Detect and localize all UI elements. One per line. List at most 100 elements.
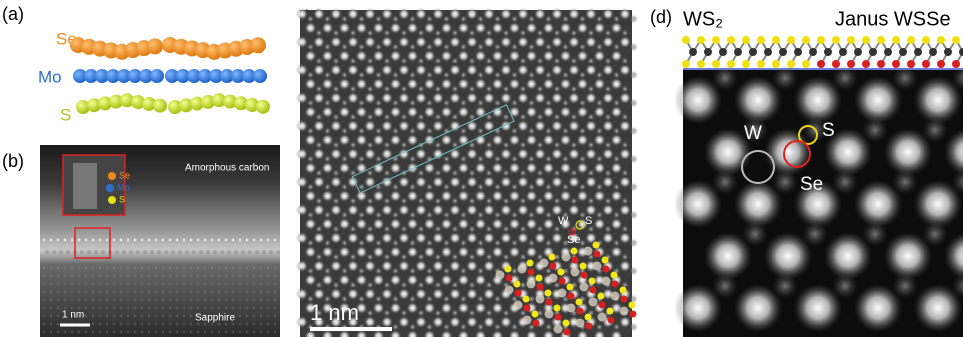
atom-spot <box>561 99 570 107</box>
atom-spot <box>519 85 527 93</box>
atom-spot <box>621 141 629 149</box>
atom-spot <box>570 113 578 121</box>
atom-w <box>526 279 536 289</box>
atom-spot <box>275 249 281 255</box>
atom-spot <box>468 29 476 37</box>
atom-spot <box>544 267 553 275</box>
atom-spot <box>578 211 587 219</box>
atom-spot <box>457 50 470 62</box>
atom-spot <box>449 148 461 160</box>
atom-se <box>558 277 566 285</box>
atom-spot <box>357 43 366 51</box>
atom-spot <box>476 183 485 191</box>
atom-spot <box>536 225 544 233</box>
atom-spot <box>542 330 555 337</box>
atom-spot <box>417 113 425 121</box>
atom-spot <box>406 190 419 202</box>
atom-spot <box>576 78 589 90</box>
atom-s <box>742 36 750 44</box>
atom-spot <box>323 15 332 23</box>
atom-spot <box>525 162 538 174</box>
atom-spot <box>56 306 60 310</box>
atom-spot <box>519 309 527 317</box>
atom-spot <box>389 274 402 286</box>
atom-spot <box>398 148 410 160</box>
atom-spot <box>296 316 308 328</box>
atom-spot <box>49 282 53 286</box>
atom-spot <box>884 128 932 176</box>
atom-spot <box>542 22 555 34</box>
atom-spot <box>98 298 102 302</box>
atom-spot <box>553 169 561 177</box>
atom-spot <box>434 169 442 177</box>
atom-spot <box>612 43 621 51</box>
atom-spot <box>182 274 186 278</box>
atom-spot <box>259 290 263 294</box>
atom-spot <box>252 266 256 270</box>
atom-spot <box>340 239 349 247</box>
atom-spot <box>245 314 249 318</box>
atom-spot <box>612 71 621 79</box>
atom-bottom <box>772 60 780 68</box>
atom-spot <box>525 218 538 230</box>
atom-spot <box>98 314 102 318</box>
atom-spot <box>266 330 270 334</box>
atom-spot <box>355 218 368 230</box>
atom-spot <box>296 288 308 300</box>
atom-spot <box>449 8 461 20</box>
atom-spot <box>400 141 408 149</box>
atom-spot <box>510 43 519 51</box>
atom-spot <box>77 298 81 302</box>
atom-spot <box>468 169 476 177</box>
atom-spot <box>553 113 561 121</box>
atom-w <box>704 48 712 56</box>
atom-spot <box>459 43 468 51</box>
atom-spot <box>922 117 948 143</box>
atom-spot <box>534 64 546 76</box>
atom-spot <box>105 298 109 302</box>
atom-spot <box>451 281 459 289</box>
atom-spot <box>568 8 580 20</box>
atom-mo <box>231 69 245 83</box>
atom-spot <box>485 85 493 93</box>
atom-spot <box>273 306 277 310</box>
atom-spot <box>383 169 391 177</box>
atom-spot <box>338 22 351 34</box>
panel-label: (b) <box>2 151 24 171</box>
atom-spot <box>383 281 391 289</box>
atom-spot <box>238 314 242 318</box>
atom-spot <box>147 274 151 278</box>
atom-spot <box>203 290 207 294</box>
atom-spot <box>476 155 485 163</box>
atom-spot <box>449 232 461 244</box>
atom-spot <box>203 322 207 326</box>
atom-spot <box>313 316 325 328</box>
atom-w <box>570 267 580 277</box>
atom-spot <box>500 64 512 76</box>
atom-spot <box>231 290 235 294</box>
atom-spot <box>313 8 325 20</box>
atom-spot <box>485 141 493 149</box>
atom-spot <box>391 267 400 275</box>
atom-spot <box>140 314 144 318</box>
atom-spot <box>265 237 271 243</box>
atom-spot <box>372 78 385 90</box>
atom-spot <box>154 298 158 302</box>
atom-spot <box>168 322 172 326</box>
atom-spot <box>423 274 436 286</box>
atom-spot <box>347 316 359 328</box>
atom-spot <box>389 50 402 62</box>
atom-spot <box>734 180 782 228</box>
atom-spot <box>340 15 349 23</box>
atom-spot <box>42 322 46 326</box>
atom-spot <box>77 290 81 294</box>
atom-spot <box>338 246 351 258</box>
atom-spot <box>619 120 631 132</box>
atom-spot <box>542 190 555 202</box>
atom-spot <box>147 314 151 318</box>
atom-mo <box>150 69 164 83</box>
atom-spot <box>231 274 235 278</box>
atom-spot <box>217 274 221 278</box>
atom-spot <box>576 162 589 174</box>
atom-spot <box>189 306 193 310</box>
